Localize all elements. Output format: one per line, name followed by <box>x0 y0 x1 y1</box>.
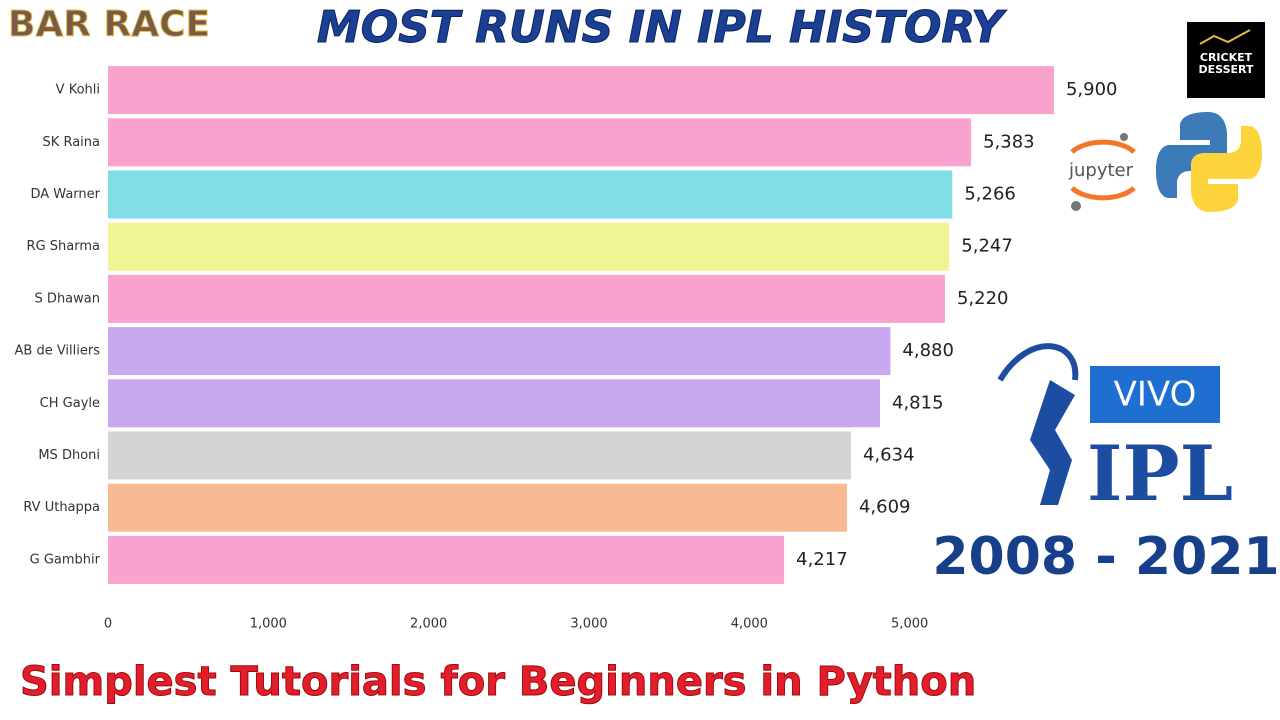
x-tick-label: 1,000 <box>250 617 287 632</box>
bar <box>108 170 953 219</box>
value-label: 5,247 <box>961 236 1013 257</box>
x-tick-label: 2,000 <box>410 617 447 632</box>
x-tick-label: 5,000 <box>891 617 928 632</box>
value-label: 5,220 <box>957 288 1009 309</box>
y-tick-label: G Gambhir <box>30 552 101 567</box>
y-tick-label: V Kohli <box>56 83 100 98</box>
bar <box>108 66 1054 115</box>
logo-text: CRICKET <box>1200 51 1253 64</box>
ipl-figure <box>1030 380 1075 505</box>
sponsor-text: VIVO <box>1114 375 1197 415</box>
value-label: 5,900 <box>1066 79 1118 100</box>
bar <box>108 535 785 584</box>
y-tick-label: RG Sharma <box>27 239 100 254</box>
jupyter-arc <box>1070 139 1136 154</box>
period: 2008 - 2021 <box>932 527 1279 587</box>
bar <box>108 274 945 323</box>
value-label: 4,880 <box>902 340 954 361</box>
value-label: 5,383 <box>983 131 1035 152</box>
bar <box>108 431 851 480</box>
badge: BAR RACE <box>8 4 210 45</box>
value-label: 4,815 <box>892 392 944 413</box>
value-label: 4,217 <box>796 549 848 570</box>
sponsor-box <box>1090 366 1220 423</box>
chart-title: MOST RUNS IN IPL HISTORY <box>317 2 1007 53</box>
ipl-swoosh <box>997 343 1079 382</box>
jupyter-arc <box>1070 186 1136 201</box>
footer: Simplest Tutorials for Beginners in Pyth… <box>20 659 976 705</box>
bar <box>108 483 847 532</box>
value-label: 4,609 <box>859 497 911 518</box>
league-text: IPL <box>1087 429 1233 518</box>
logo-text: DESSERT <box>1199 63 1254 76</box>
y-tick-label: DA Warner <box>31 187 101 202</box>
jupyter-dot <box>1071 201 1081 211</box>
value-label: 5,266 <box>964 184 1016 205</box>
bar <box>108 379 881 428</box>
y-tick-label: S Dhawan <box>35 291 100 306</box>
bar <box>108 118 972 167</box>
value-label: 4,634 <box>863 445 915 466</box>
y-tick-label: RV Uthappa <box>23 500 100 515</box>
x-tick-label: 4,000 <box>731 617 768 632</box>
logo-box <box>1187 22 1265 98</box>
jupyter-text: jupyter <box>1068 160 1134 181</box>
jupyter-dot <box>1120 133 1128 141</box>
y-tick-label: AB de Villiers <box>15 344 101 359</box>
x-tick-label: 3,000 <box>570 617 607 632</box>
x-tick-label: 0 <box>104 617 112 632</box>
y-tick-label: SK Raina <box>43 135 100 150</box>
python-logo <box>1190 125 1262 212</box>
logo-line <box>1199 29 1251 45</box>
y-tick-label: CH Gayle <box>40 396 100 411</box>
bar <box>108 222 950 271</box>
y-tick-label: MS Dhoni <box>38 448 100 463</box>
python-logo <box>1156 112 1228 199</box>
bar <box>108 327 891 376</box>
